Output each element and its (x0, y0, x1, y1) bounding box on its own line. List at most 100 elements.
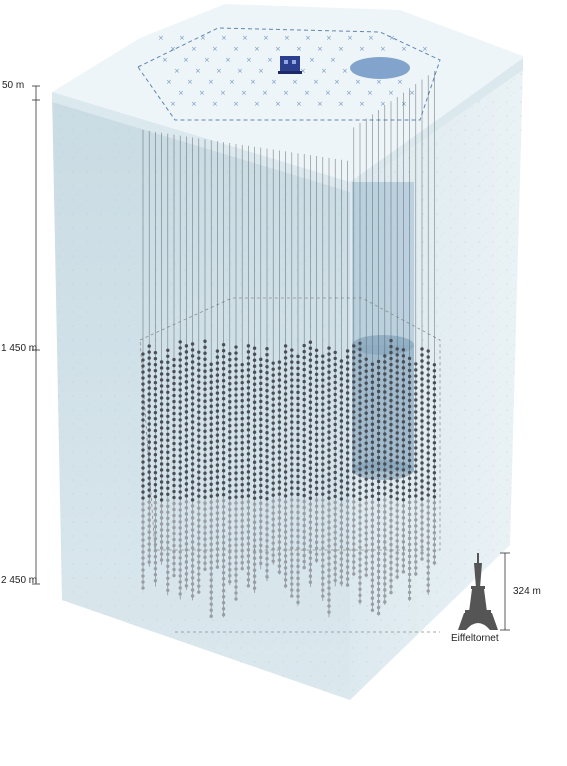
optical-module (259, 423, 263, 428)
x-marker-icon: × (380, 45, 386, 53)
optical-module (358, 395, 362, 399)
optical-module (407, 548, 412, 553)
optical-module (314, 432, 319, 437)
optical-module (383, 486, 387, 490)
x-marker-icon: × (330, 56, 336, 64)
optical-module (420, 515, 424, 519)
optical-module (370, 458, 375, 462)
optical-module (166, 486, 170, 490)
optical-module (184, 362, 189, 366)
optical-module (420, 389, 424, 393)
optical-module (166, 474, 170, 478)
optical-module (358, 461, 362, 465)
optical-module (184, 446, 189, 450)
optical-module (234, 423, 238, 427)
optical-module (296, 480, 300, 485)
optical-module (383, 594, 387, 598)
optical-module (283, 398, 288, 402)
optical-module (178, 550, 182, 554)
optical-module (259, 555, 263, 560)
optical-module (401, 438, 406, 442)
x-marker-icon: × (409, 89, 415, 97)
optical-module (166, 528, 170, 532)
optical-module (389, 518, 393, 523)
optical-module (383, 438, 387, 442)
optical-module (172, 453, 176, 458)
optical-module (389, 410, 393, 415)
optical-module (308, 514, 313, 518)
optical-module (184, 542, 189, 546)
optical-module (172, 435, 176, 440)
optical-module (302, 541, 306, 546)
optical-module (352, 458, 356, 462)
optical-module (345, 355, 350, 359)
optical-module (259, 447, 263, 452)
optical-module (314, 474, 319, 479)
optical-module (252, 406, 257, 410)
optical-module (166, 546, 170, 550)
optical-module (290, 426, 294, 430)
optical-module (209, 560, 213, 564)
optical-module (426, 589, 430, 593)
optical-module (339, 479, 344, 483)
optical-module (420, 473, 424, 477)
optical-module (265, 461, 269, 465)
optical-module (321, 492, 325, 496)
optical-module (407, 578, 412, 583)
optical-module (383, 504, 387, 508)
optical-module (221, 517, 226, 521)
optical-module (302, 445, 306, 450)
optical-module (203, 525, 207, 529)
x-marker-icon: × (317, 45, 323, 53)
optical-module (308, 454, 313, 458)
optical-module (277, 384, 282, 388)
optical-module (178, 460, 182, 464)
optical-module (395, 389, 399, 393)
optical-module (358, 443, 362, 447)
optical-module (147, 494, 151, 498)
optical-module (178, 502, 182, 506)
optical-module (197, 584, 201, 588)
optical-module (228, 352, 232, 356)
optical-module (426, 373, 430, 377)
optical-module (358, 365, 362, 369)
optical-module (228, 580, 232, 584)
optical-module (420, 437, 424, 441)
optical-module (277, 504, 282, 508)
eiffel-tower-icon (458, 553, 498, 630)
optical-module (190, 498, 195, 502)
optical-module (432, 387, 437, 391)
optical-module (190, 510, 195, 514)
optical-module (153, 566, 158, 571)
optical-module (314, 426, 319, 431)
optical-module (277, 372, 282, 376)
optical-module (376, 491, 381, 496)
optical-module (203, 567, 207, 571)
optical-module (190, 354, 195, 358)
optical-module (327, 424, 331, 428)
optical-module (265, 521, 269, 525)
optical-module (271, 373, 275, 377)
optical-module (321, 456, 325, 460)
optical-module (234, 363, 238, 367)
optical-module (407, 530, 412, 535)
x-marker-icon: × (199, 89, 205, 97)
optical-module (414, 440, 418, 444)
optical-module (296, 366, 300, 371)
optical-module (327, 574, 331, 578)
optical-module (252, 532, 257, 536)
optical-module (389, 380, 393, 385)
optical-module (271, 469, 275, 473)
optical-module (333, 464, 337, 469)
optical-module (172, 555, 176, 560)
optical-module (184, 356, 189, 360)
x-marker-icon: × (359, 45, 365, 53)
optical-module (407, 374, 412, 379)
optical-module (159, 378, 164, 382)
optical-module (345, 565, 350, 569)
optical-module (432, 435, 437, 439)
optical-module (190, 534, 195, 538)
optical-module (221, 487, 226, 491)
optical-module (234, 477, 238, 481)
optical-module (203, 339, 207, 343)
